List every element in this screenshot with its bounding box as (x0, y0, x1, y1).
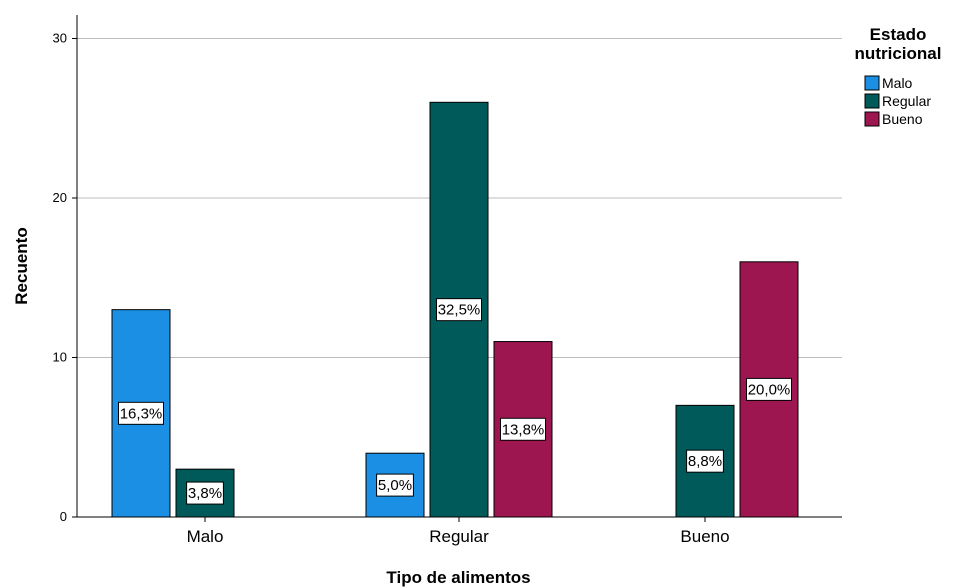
x-category-label: Regular (429, 527, 489, 546)
data-label: 8,8% (688, 453, 722, 470)
data-label-box (686, 449, 724, 473)
data-label-box (376, 473, 414, 497)
y-tick-label: 20 (53, 190, 67, 205)
legend-swatch (864, 75, 880, 91)
y-tick-label: 10 (53, 350, 67, 365)
data-label: 3,8% (188, 485, 222, 502)
data-label: 5,0% (378, 477, 412, 494)
data-label: 13,8% (502, 421, 545, 438)
data-labels: 16,3% 3,8% 5,0% 32,5% 13,8% 8,8% 20,0% (118, 298, 792, 505)
x-category-label: Malo (187, 527, 224, 546)
data-label-box (436, 298, 482, 322)
legend-title-line-2: nutricional (855, 44, 942, 63)
legend-label: Malo (882, 75, 913, 91)
legend-items: Malo Regular Bueno (864, 75, 931, 127)
y-tick-label: 30 (53, 31, 67, 46)
data-label-box (118, 401, 164, 425)
legend-swatch (864, 93, 880, 109)
y-axis-title: Recuento (12, 227, 31, 304)
legend-swatch (864, 111, 880, 127)
legend-label: Bueno (882, 111, 923, 127)
data-label-box (500, 417, 546, 441)
x-categories: Malo Regular Bueno (187, 527, 730, 546)
axes (76, 15, 842, 522)
x-category-label: Bueno (680, 527, 729, 546)
legend-title-line-1: Estado (870, 25, 927, 44)
data-label: 20,0% (748, 381, 791, 398)
legend-label: Regular (882, 93, 931, 109)
y-tick-label: 0 (60, 509, 67, 524)
legend: Estado nutricional Malo Regular Bueno (855, 25, 942, 127)
data-label: 32,5% (438, 302, 481, 319)
x-axis-title: Tipo de alimentos (386, 568, 530, 587)
y-ticks: 0 10 20 30 (53, 31, 77, 524)
data-label-box (186, 481, 224, 505)
data-label-box (746, 377, 792, 401)
data-label: 16,3% (120, 405, 163, 422)
